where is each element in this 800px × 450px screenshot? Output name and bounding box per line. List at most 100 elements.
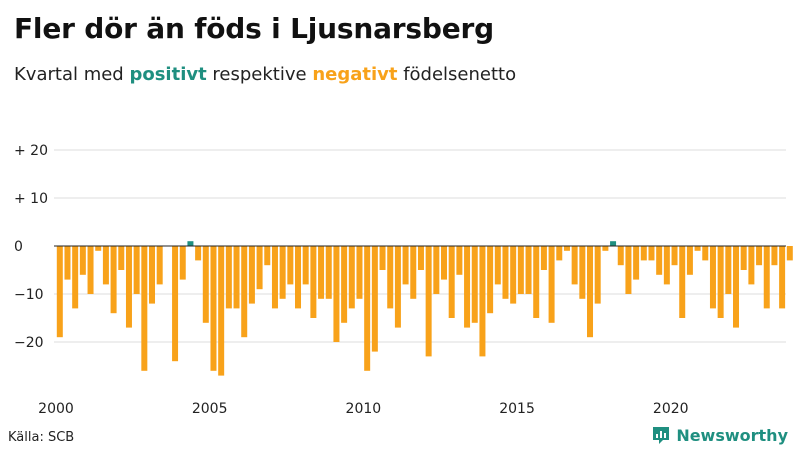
subtitle-suffix: födelsenetto	[397, 64, 517, 85]
bar-2008Q2	[310, 246, 317, 318]
bar-2022Q3	[748, 246, 755, 285]
x-tick-label: 2020	[653, 401, 689, 417]
bar-2000Q1	[56, 246, 63, 338]
bar-2021Q3	[717, 246, 724, 318]
y-tick-label: −20	[14, 335, 44, 351]
bar-2008Q4	[325, 246, 332, 299]
bar-2015Q4	[540, 246, 547, 270]
bar-2007Q1	[271, 246, 278, 309]
y-tick-label: 0	[14, 239, 23, 255]
bar-2023Q2	[771, 246, 778, 266]
bar-2013Q3	[471, 246, 478, 323]
bar-2018Q4	[633, 246, 640, 280]
chart-subtitle: Kvartal med positivt respektive negativt…	[14, 64, 516, 85]
bar-2017Q3	[594, 246, 601, 304]
bar-2020Q4	[694, 246, 701, 251]
bar-2010Q3	[379, 246, 386, 270]
bar-2014Q4	[510, 246, 517, 304]
bar-2016Q4	[571, 246, 578, 285]
bar-2002Q3	[133, 246, 140, 294]
bar-2006Q3	[256, 246, 263, 290]
bar-2009Q4	[356, 246, 363, 299]
bar-2012Q4	[448, 246, 455, 318]
bar-2012Q1	[425, 246, 432, 357]
bar-2009Q3	[348, 246, 355, 309]
bar-2017Q4	[602, 246, 609, 251]
bar-2020Q3	[686, 246, 693, 275]
bar-2019Q4	[663, 246, 670, 285]
bar-2020Q2	[679, 246, 686, 318]
bar-2013Q1	[456, 246, 463, 275]
bar-2015Q1	[517, 246, 524, 294]
bar-2001Q1	[87, 246, 94, 294]
bar-2002Q2	[125, 246, 132, 328]
bar-2005Q2	[218, 246, 225, 376]
bar-2023Q4	[786, 246, 793, 261]
bar-2014Q2	[494, 246, 501, 285]
bar-2011Q1	[394, 246, 401, 328]
bar-2023Q1	[763, 246, 770, 309]
x-tick-label: 2005	[192, 401, 228, 417]
x-tick-label: 2010	[346, 401, 382, 417]
bar-2004Q3	[195, 246, 202, 261]
bar-2008Q3	[318, 246, 325, 299]
subtitle-prefix: Kvartal med	[14, 64, 130, 85]
bar-2010Q2	[371, 246, 378, 352]
bar-2016Q3	[563, 246, 570, 251]
subtitle-positive: positivt	[129, 64, 207, 85]
x-tick-label: 2015	[499, 401, 535, 417]
bar-2004Q4	[202, 246, 209, 323]
bar-2023Q3	[779, 246, 786, 309]
bar-2012Q3	[441, 246, 448, 280]
bar-2001Q2	[95, 246, 102, 251]
bar-2000Q4	[79, 246, 86, 275]
bar-2021Q2	[709, 246, 716, 309]
y-tick-label: + 20	[14, 143, 48, 159]
bar-2002Q4	[141, 246, 148, 371]
bar-2015Q2	[525, 246, 532, 294]
bar-2011Q3	[410, 246, 417, 299]
axis-layer: + 20 + 10 0 −10 −20 2000 2005 2010 2015 2020	[14, 143, 786, 417]
subtitle-negative: negativt	[312, 64, 398, 85]
brand-chart-icon	[653, 427, 670, 444]
bar-2006Q1	[241, 246, 248, 338]
bar-2013Q2	[464, 246, 471, 328]
y-tick-label: + 10	[14, 191, 48, 207]
bar-2002Q1	[118, 246, 125, 270]
bar-2003Q2	[156, 246, 163, 285]
bar-2017Q2	[587, 246, 594, 338]
bar-2003Q4	[172, 246, 179, 362]
brand-name: Newsworthy	[676, 425, 788, 445]
bar-2019Q3	[656, 246, 663, 275]
bar-2016Q2	[556, 246, 563, 261]
bar-2000Q3	[72, 246, 79, 309]
bar-2017Q1	[579, 246, 586, 299]
bar-2016Q1	[548, 246, 555, 323]
x-tick-label: 2000	[38, 401, 74, 417]
bar-2022Q2	[740, 246, 747, 270]
bar-2011Q2	[402, 246, 409, 285]
bar-2005Q1	[210, 246, 217, 371]
source-note: Källa: SCB	[8, 430, 75, 445]
bar-2007Q2	[279, 246, 286, 299]
bar-2015Q3	[533, 246, 540, 318]
bar-2005Q4	[233, 246, 240, 309]
bar-2012Q2	[433, 246, 440, 294]
bar-2021Q4	[725, 246, 732, 294]
bar-2011Q4	[417, 246, 424, 270]
bar-2000Q2	[64, 246, 71, 280]
bar-2003Q1	[149, 246, 156, 304]
bar-2014Q3	[502, 246, 509, 299]
bar-2004Q2	[187, 241, 194, 246]
subtitle-middle: respektive	[206, 64, 313, 85]
bar-2010Q4	[387, 246, 394, 309]
bar-2021Q1	[702, 246, 709, 261]
brand-logo[interactable]: Newsworthy	[651, 425, 788, 445]
bar-2019Q2	[648, 246, 655, 261]
bar-2006Q4	[264, 246, 271, 266]
bar-2014Q1	[487, 246, 494, 314]
bar-2022Q4	[756, 246, 763, 266]
bar-2022Q1	[733, 246, 740, 328]
chart-title: Fler dör än föds i Ljusnarsberg	[14, 12, 494, 45]
